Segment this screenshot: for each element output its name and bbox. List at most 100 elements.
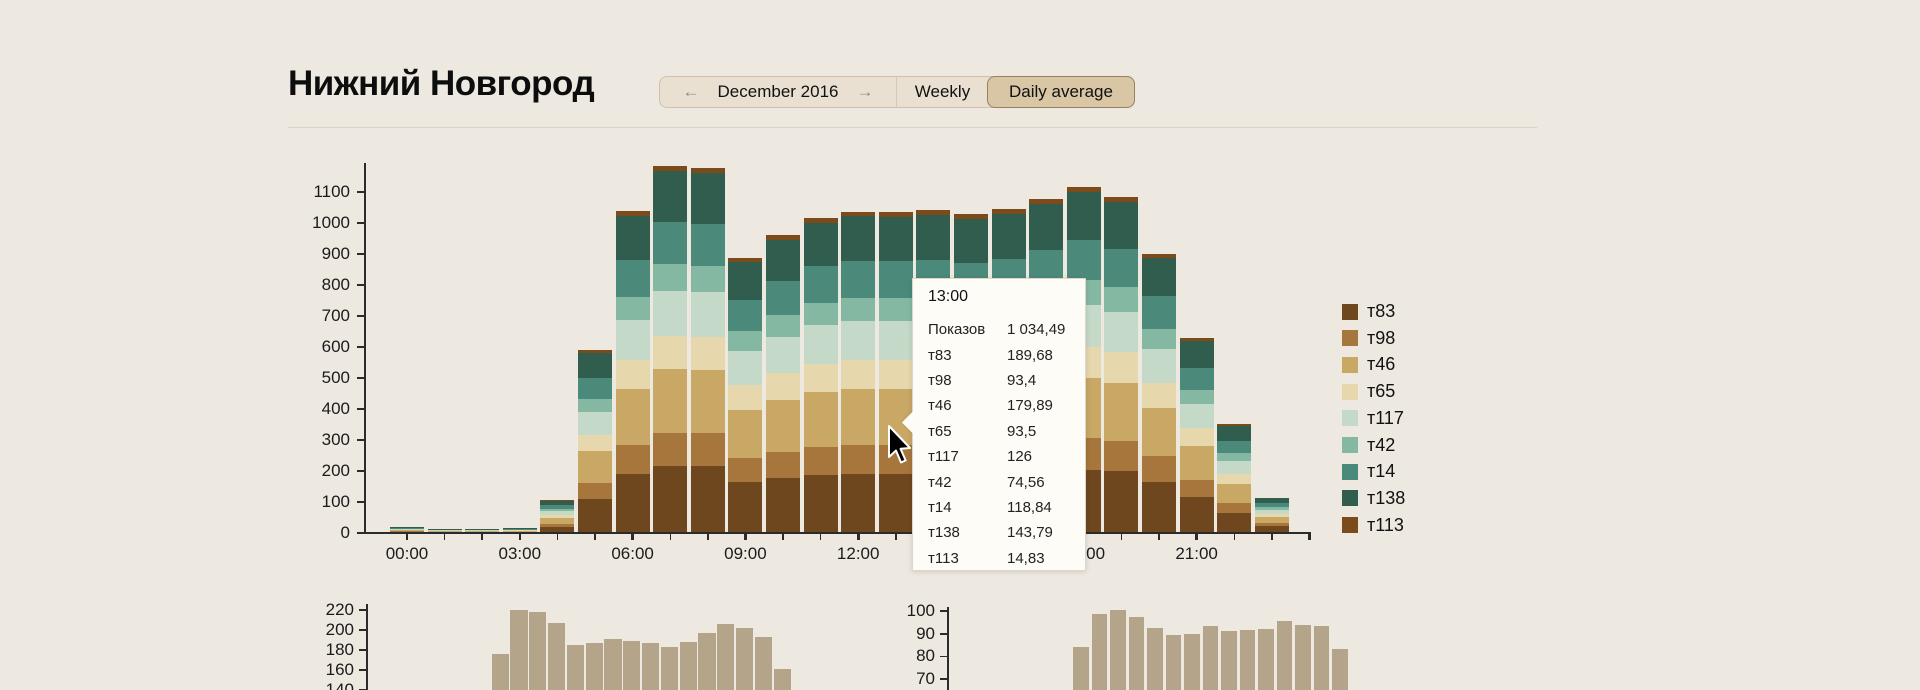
bar-20:00[interactable]	[1142, 253, 1176, 533]
month-label: December 2016	[717, 82, 839, 101]
tooltip-row-value: 93,5	[1007, 422, 1037, 440]
bar-9[interactable]	[1239, 630, 1256, 690]
segment-т46	[803, 392, 838, 447]
tooltip-row-value: 179,89	[1007, 397, 1053, 415]
y-tick-label-400: 400	[321, 399, 350, 418]
segment-т98	[1254, 523, 1289, 527]
legend-item-т117[interactable]: т117	[1342, 405, 1404, 432]
bar-12:00[interactable]	[841, 211, 876, 533]
bar-07:00[interactable]	[653, 166, 688, 533]
segment-т83	[878, 474, 913, 533]
next-month-arrow-icon[interactable]: →	[856, 82, 874, 101]
bar-10[interactable]	[1258, 629, 1274, 690]
bar-23:00[interactable]	[1254, 497, 1289, 533]
bar-13:00[interactable]	[878, 212, 913, 533]
bar-14[interactable]	[1332, 648, 1348, 690]
y-tick-label-200: 200	[325, 620, 354, 639]
month-nav-button[interactable]: ← December 2016 →	[660, 77, 896, 107]
legend-item-т14[interactable]: т14	[1342, 458, 1395, 485]
segment-т138	[502, 528, 537, 529]
page-title: Нижний Новгород	[288, 64, 595, 103]
y-tick-220	[359, 609, 366, 611]
tooltip-row-label: т83	[928, 346, 952, 364]
legend-item-т138[interactable]: т138	[1342, 485, 1405, 512]
bar-12[interactable]	[717, 624, 735, 690]
bar-08:00[interactable]	[690, 168, 725, 533]
segment-т46	[841, 389, 876, 446]
y-tick-600	[357, 346, 364, 348]
bar-6[interactable]	[604, 639, 622, 690]
segment-т14	[653, 222, 688, 265]
bar-06:00[interactable]	[615, 210, 650, 533]
bar-0[interactable]	[1073, 647, 1089, 690]
y-tick-label-700: 700	[321, 306, 350, 325]
bar-15[interactable]	[773, 669, 791, 690]
legend-item-т83[interactable]: т83	[1342, 298, 1395, 325]
bar-4[interactable]	[1147, 628, 1163, 690]
bar-8[interactable]	[641, 643, 660, 690]
bar-6[interactable]	[1184, 633, 1200, 690]
bar-13[interactable]	[735, 628, 754, 690]
legend-item-т98[interactable]: т98	[1342, 325, 1395, 352]
segment-т14	[878, 261, 913, 299]
bar-2[interactable]	[1110, 609, 1126, 690]
segment-т113	[1179, 338, 1214, 341]
segment-т117	[766, 336, 800, 373]
segment-т117	[841, 321, 876, 361]
bar-10:00[interactable]	[766, 235, 800, 533]
bar-04:00[interactable]	[540, 500, 575, 533]
bar-05:00[interactable]	[578, 350, 612, 533]
bar-19:00[interactable]	[1104, 197, 1139, 533]
bar-11:00[interactable]	[803, 218, 838, 533]
bar-2[interactable]	[529, 612, 547, 690]
bar-12[interactable]	[1295, 624, 1311, 690]
segment-т14	[1217, 440, 1252, 454]
prev-month-arrow-icon[interactable]: ←	[682, 82, 700, 101]
segment-т98	[690, 433, 725, 467]
segment-т14	[1179, 367, 1214, 391]
legend-label-т46: т46	[1367, 354, 1396, 375]
legend-item-т42[interactable]: т42	[1342, 432, 1395, 459]
tooltip-row-т117: т117 126	[928, 444, 1085, 469]
legend-swatch-т65	[1342, 383, 1358, 400]
bar-22:00[interactable]	[1217, 424, 1252, 533]
segment-т117	[653, 290, 688, 336]
bar-1[interactable]	[510, 610, 528, 690]
bar-4[interactable]	[566, 645, 584, 690]
bar-21:00[interactable]	[1179, 338, 1214, 533]
bar-11[interactable]	[698, 633, 716, 690]
segment-т65	[841, 360, 876, 390]
daily-average-button[interactable]: Daily average	[987, 76, 1135, 108]
tooltip-row-т65: т65 93,5	[928, 419, 1085, 444]
segment-т46	[1254, 517, 1289, 524]
segment-т113	[578, 350, 612, 353]
segment-т14	[1254, 503, 1289, 508]
bar-3[interactable]	[547, 623, 566, 690]
bar-3[interactable]	[1128, 616, 1145, 690]
bar-11[interactable]	[1276, 621, 1293, 690]
legend-item-т65[interactable]: т65	[1342, 378, 1395, 405]
segment-т46	[578, 451, 612, 483]
bar-9[interactable]	[660, 647, 678, 690]
bar-7[interactable]	[623, 641, 641, 690]
bar-7[interactable]	[1202, 625, 1219, 690]
bar-5[interactable]	[585, 643, 603, 690]
legend-swatch-т117	[1342, 410, 1358, 427]
segment-т113	[690, 168, 725, 174]
tooltip-row-т14: т14 118,84	[928, 495, 1085, 520]
legend-item-т46[interactable]: т46	[1342, 351, 1395, 378]
weekly-button[interactable]: Weekly	[896, 77, 988, 107]
bar-10[interactable]	[679, 642, 697, 690]
tooltip-row-т113: т113 14,83	[928, 546, 1085, 571]
y-tick-label-600: 600	[321, 337, 350, 356]
bar-8[interactable]	[1221, 631, 1237, 690]
bar-13[interactable]	[1313, 625, 1330, 690]
bar-0[interactable]	[491, 654, 509, 690]
bar-14[interactable]	[754, 637, 772, 690]
legend-item-т113[interactable]: т113	[1342, 512, 1404, 539]
bar-5[interactable]	[1165, 634, 1182, 690]
bar-1[interactable]	[1091, 614, 1108, 690]
y-tick-200	[357, 470, 364, 472]
segment-т117	[1217, 461, 1252, 475]
bar-09:00[interactable]	[728, 257, 763, 533]
